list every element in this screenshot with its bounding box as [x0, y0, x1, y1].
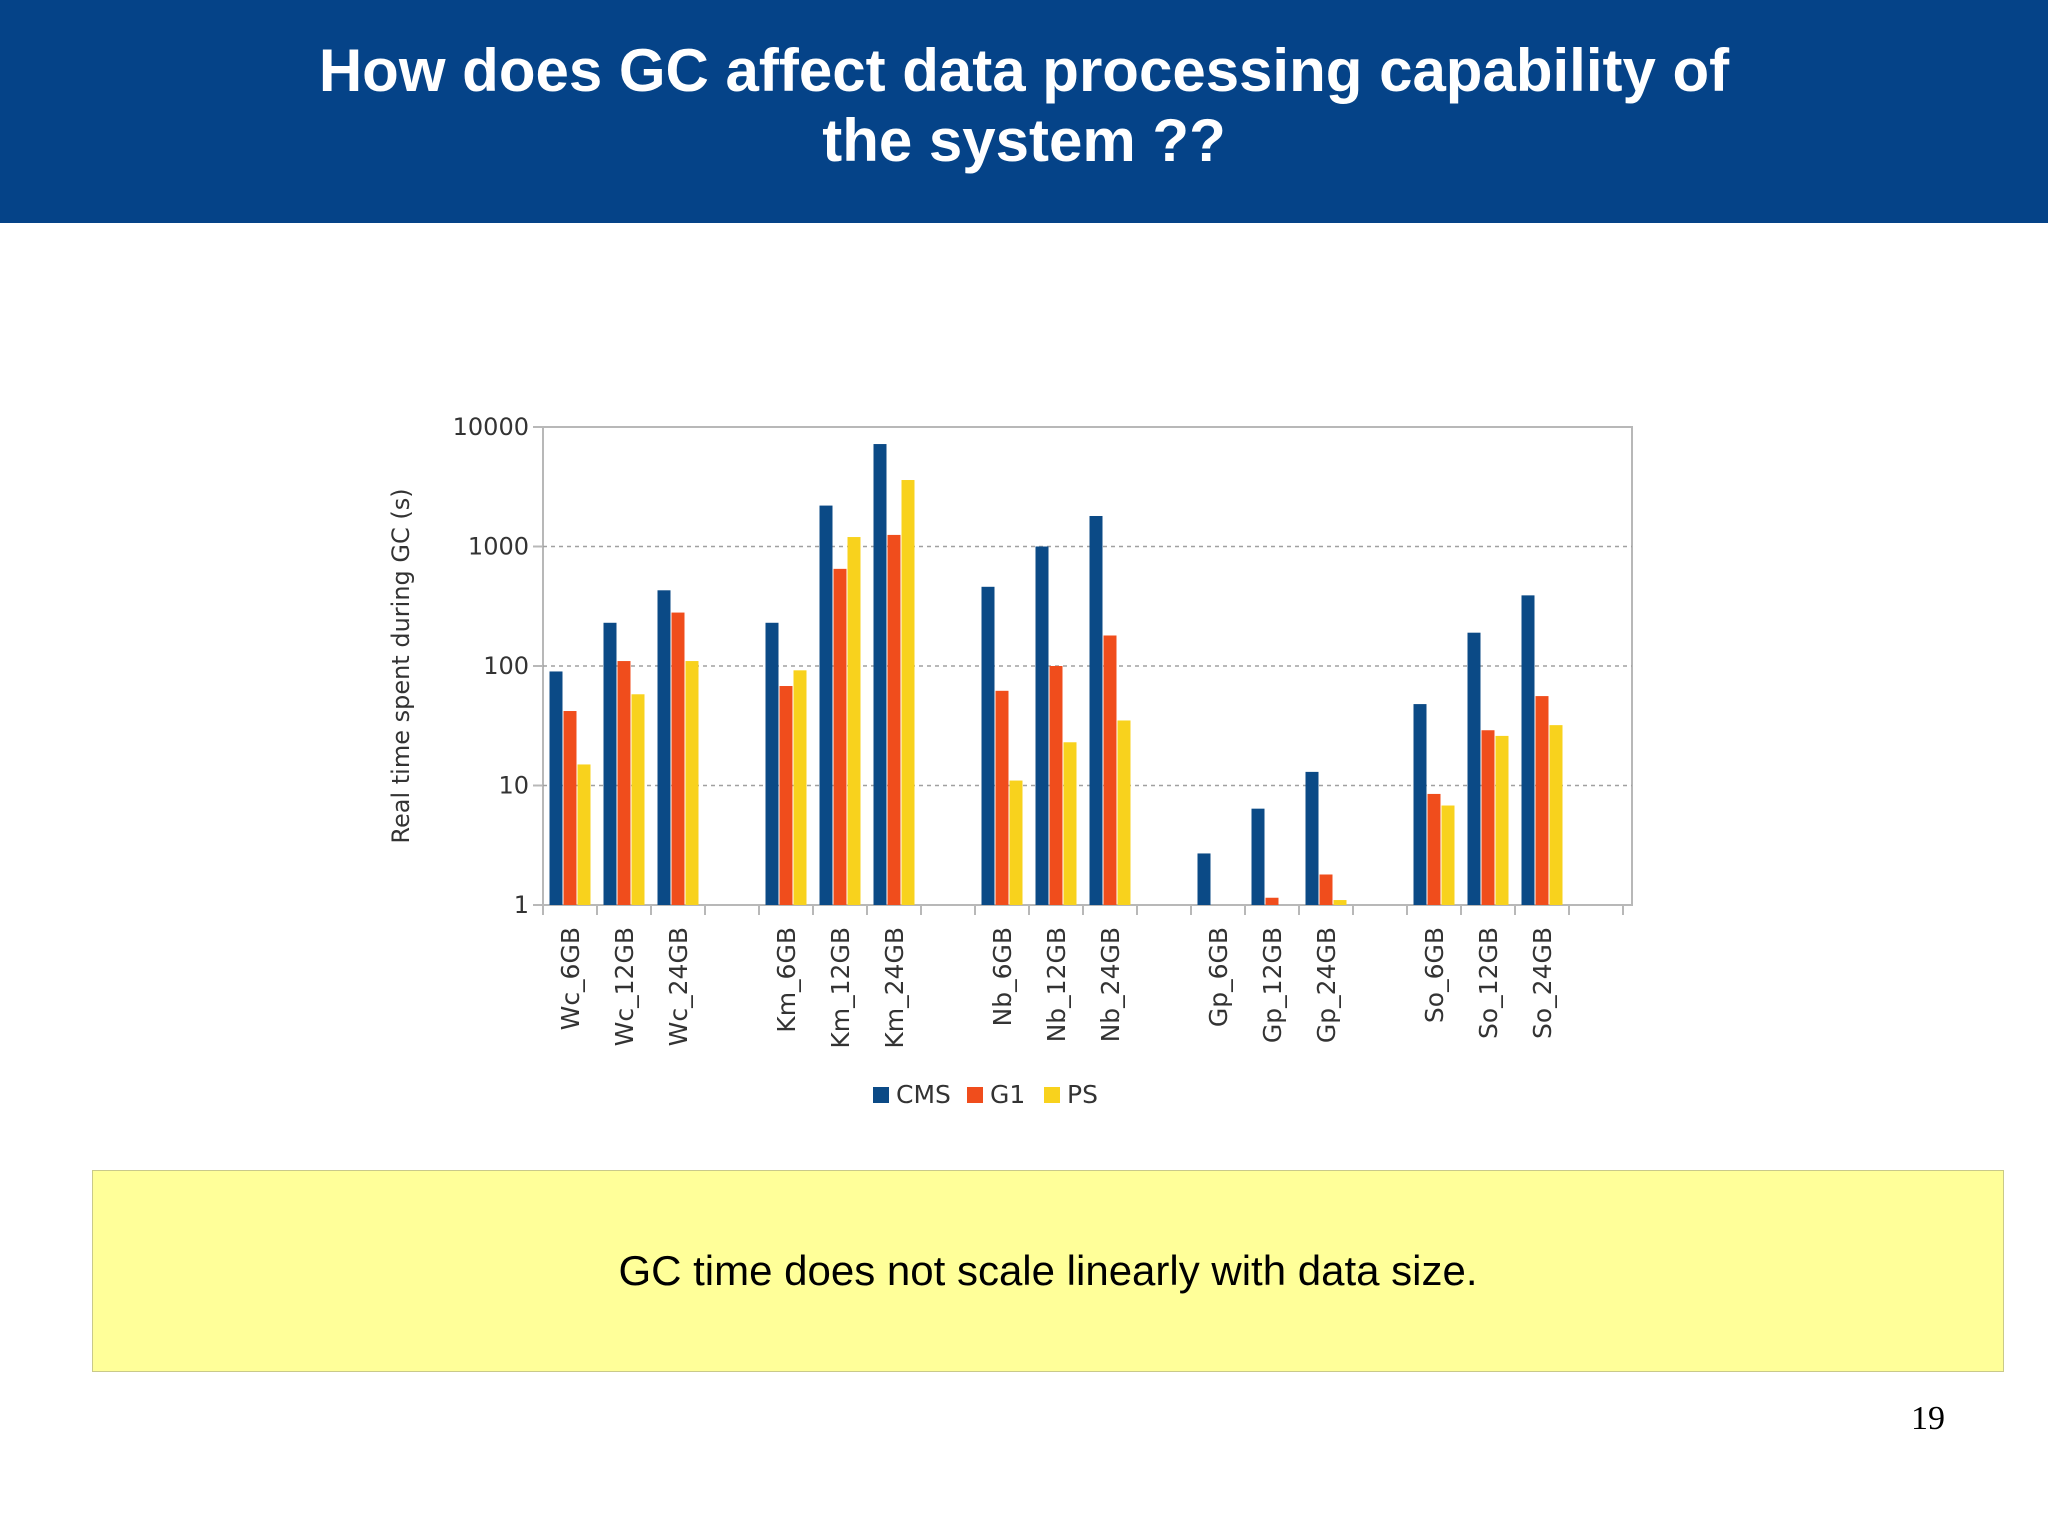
bar-ps-so_24gb: [1549, 725, 1563, 905]
bar-cms-km_12gb: [819, 505, 833, 905]
slide-title-line-2: the system ??: [822, 106, 1226, 174]
bar-cms-km_6gb: [765, 622, 779, 905]
bar-ps-nb_6gb: [1009, 780, 1023, 905]
bar-g1-so_6gb: [1427, 793, 1441, 905]
legend-swatch-ps: [1044, 1087, 1060, 1103]
bar-ps-nb_12gb: [1063, 742, 1077, 905]
bar-cms-so_24gb: [1521, 595, 1535, 905]
bar-g1-nb_6gb: [995, 690, 1009, 905]
bar-cms-gp_6gb: [1197, 853, 1211, 905]
bar-cms-wc_24gb: [657, 590, 671, 905]
legend-swatch-cms: [873, 1087, 889, 1103]
bar-cms-km_24gb: [873, 444, 887, 905]
x-tick-label: Km_24GB: [880, 927, 909, 1049]
chart-svg: 1 10 100 1000 10000 Real time spent during GC…: [387, 413, 1633, 1109]
bar-ps-wc_24gb: [685, 661, 699, 905]
bar-g1-so_24gb: [1535, 696, 1549, 905]
x-tick-label: Km_12GB: [826, 927, 855, 1049]
bar-cms-wc_6gb: [549, 671, 563, 905]
bar-g1-wc_6gb: [563, 711, 577, 905]
bar-ps-gp_24gb: [1333, 900, 1347, 905]
bar-g1-wc_24gb: [671, 612, 685, 905]
bar-cms-gp_24gb: [1305, 771, 1319, 905]
bar-cms-so_6gb: [1413, 704, 1427, 905]
bar-g1-so_12gb: [1481, 730, 1495, 905]
callout-box: GC time does not scale linearly with dat…: [92, 1170, 2004, 1372]
slide-title: How does GC affect data processing capab…: [224, 36, 1824, 176]
legend-label-g1: G1: [990, 1080, 1025, 1109]
y-tick-label: 10: [498, 772, 529, 800]
y-axis-label: Real time spent during GC (s): [387, 488, 415, 843]
x-tick-label: Nb_12GB: [1042, 927, 1071, 1042]
x-tick-label: Nb_24GB: [1096, 927, 1125, 1042]
bar-ps-km_12gb: [847, 537, 861, 905]
bar-g1-km_6gb: [779, 686, 793, 905]
y-tick-label: 100: [483, 652, 529, 680]
x-tick-label: Nb_6GB: [988, 927, 1017, 1027]
legend-label-cms: CMS: [896, 1080, 951, 1109]
bar-cms-nb_12gb: [1035, 546, 1049, 905]
bar-ps-wc_12gb: [631, 694, 645, 905]
x-tick-label: Wc_6GB: [556, 927, 585, 1030]
bar-cms-nb_24gb: [1089, 515, 1103, 905]
x-tick-label: Gp_6GB: [1204, 927, 1233, 1027]
bar-ps-wc_6gb: [577, 764, 591, 905]
bar-ps-nb_24gb: [1117, 720, 1131, 905]
bar-cms-wc_12gb: [603, 622, 617, 905]
bar-g1-nb_12gb: [1049, 666, 1063, 905]
x-tick-label: Gp_24GB: [1312, 927, 1341, 1043]
y-tick-label: 10000: [453, 413, 529, 441]
bar-cms-gp_12gb: [1251, 808, 1265, 905]
bar-ps-km_6gb: [793, 670, 807, 905]
y-tick-label: 1: [514, 891, 529, 919]
bar-ps-so_6gb: [1441, 805, 1455, 905]
bar-cms-so_12gb: [1467, 632, 1481, 905]
x-tick-label: Wc_24GB: [664, 927, 693, 1046]
title-banner: How does GC affect data processing capab…: [0, 0, 2048, 223]
y-tick-label: 1000: [468, 533, 529, 561]
page-number: 19: [1911, 1400, 1945, 1437]
bar-g1-nb_24gb: [1103, 635, 1117, 905]
bar-g1-gp_24gb: [1319, 874, 1333, 905]
legend-label-ps: PS: [1067, 1080, 1098, 1109]
slide-title-line-1: How does GC affect data processing capab…: [318, 36, 1730, 104]
bar-g1-wc_12gb: [617, 661, 631, 905]
x-tick-label: So_6GB: [1420, 927, 1449, 1023]
bar-cms-nb_6gb: [981, 586, 995, 905]
x-tick-label: Wc_12GB: [610, 927, 639, 1046]
x-tick-label: So_12GB: [1474, 927, 1503, 1039]
x-tick-label: Gp_12GB: [1258, 927, 1287, 1043]
bar-ps-so_12gb: [1495, 735, 1509, 905]
bar-g1-km_24gb: [887, 534, 901, 905]
x-tick-label: So_24GB: [1528, 927, 1557, 1039]
callout-text: GC time does not scale linearly with dat…: [618, 1247, 1478, 1294]
gc-time-chart: 1 10 100 1000 10000 Real time spent during GC…: [370, 395, 1670, 1135]
bar-g1-km_12gb: [833, 568, 847, 905]
bar-g1-gp_12gb: [1265, 897, 1279, 905]
legend-swatch-g1: [967, 1087, 983, 1103]
bar-ps-km_24gb: [901, 480, 915, 905]
x-tick-label: Km_6GB: [772, 927, 801, 1033]
